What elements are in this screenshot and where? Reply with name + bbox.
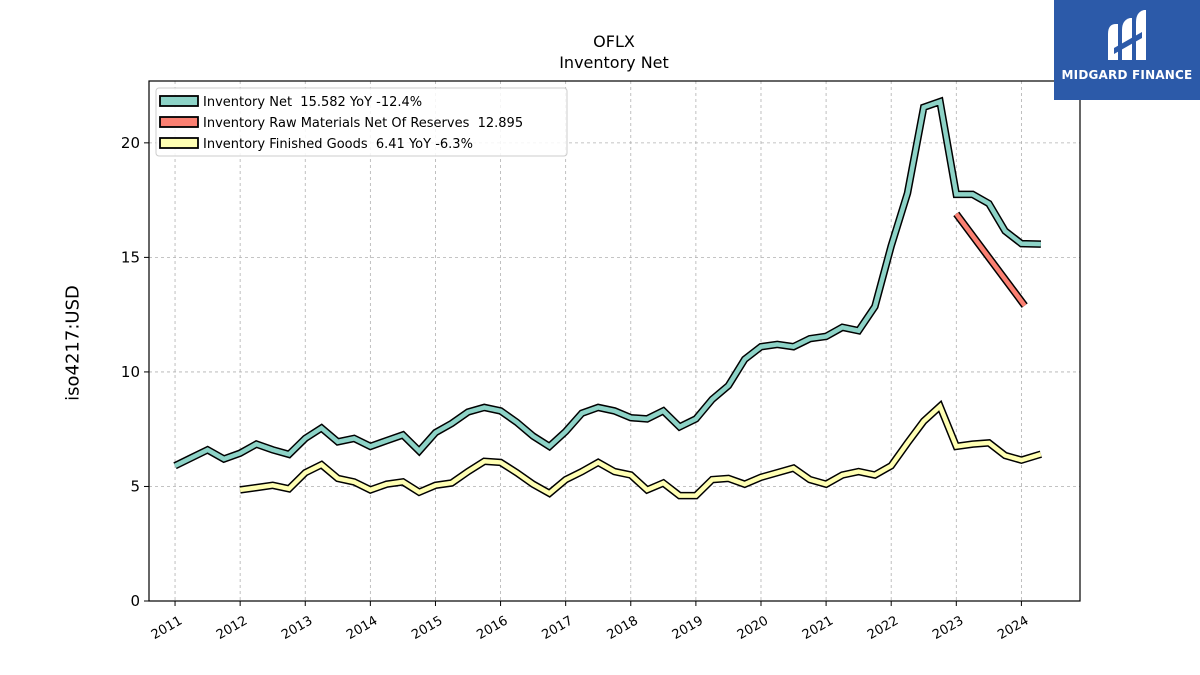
legend: Inventory Net 15.582 YoY -12.4% Inventory… bbox=[155, 87, 568, 157]
x-tick-label: 2012 bbox=[214, 613, 250, 643]
series-line bbox=[174, 98, 1041, 468]
x-tick-label: 2023 bbox=[930, 613, 966, 643]
plot-area-frame bbox=[148, 80, 1081, 602]
midgard-logo-mark-icon bbox=[1108, 10, 1146, 60]
x-axis: 2011 2012 2013 2014 2015 2016 2017 2018 2019 2020… bbox=[149, 601, 1031, 643]
brand-name: MIDGARD FINANCE bbox=[1061, 68, 1193, 82]
series-line bbox=[954, 212, 1027, 307]
x-tick-label: 2016 bbox=[474, 613, 510, 643]
series-line bbox=[239, 402, 1042, 498]
chart-subtitle: Inventory Net bbox=[559, 53, 669, 72]
legend-swatch bbox=[159, 95, 199, 107]
x-tick-label: 2021 bbox=[800, 613, 836, 643]
y-tick-label: 10 bbox=[121, 363, 140, 381]
legend-entry-label: Inventory Net 15.582 YoY -12.4% bbox=[203, 95, 422, 110]
legend-frame bbox=[155, 87, 568, 157]
x-tick-label: 2018 bbox=[605, 613, 641, 643]
x-tick-label: 2015 bbox=[409, 613, 445, 643]
y-axis-label: iso4217:USD bbox=[62, 285, 84, 401]
series-lines bbox=[173, 96, 1042, 500]
x-tick-label: 2019 bbox=[670, 613, 706, 643]
y-tick-label: 5 bbox=[130, 477, 140, 495]
x-tick-label: 2020 bbox=[735, 613, 771, 643]
y-axis: 0 5 10 15 20 bbox=[121, 134, 149, 610]
legend-entry-label: Inventory Finished Goods 6.41 YoY -6.3% bbox=[203, 137, 473, 152]
x-tick-label: 2011 bbox=[149, 613, 185, 643]
legend-swatch bbox=[159, 137, 199, 149]
x-tick-label: 2013 bbox=[279, 613, 315, 643]
x-tick-label: 2017 bbox=[540, 613, 576, 643]
chart-title: OFLX bbox=[593, 32, 635, 51]
y-tick-label: 20 bbox=[121, 134, 140, 152]
legend-entry-label: Inventory Raw Materials Net Of Reserves … bbox=[203, 116, 523, 131]
x-tick-label: 2022 bbox=[865, 613, 901, 643]
x-tick-label: 2024 bbox=[995, 613, 1031, 643]
y-tick-label: 15 bbox=[121, 248, 140, 266]
brand-logo: MIDGARD FINANCE bbox=[1054, 0, 1200, 100]
legend-swatch bbox=[159, 116, 199, 128]
x-tick-label: 2014 bbox=[344, 613, 380, 643]
grid-lines bbox=[149, 81, 1080, 602]
y-tick-label: 0 bbox=[130, 592, 140, 610]
